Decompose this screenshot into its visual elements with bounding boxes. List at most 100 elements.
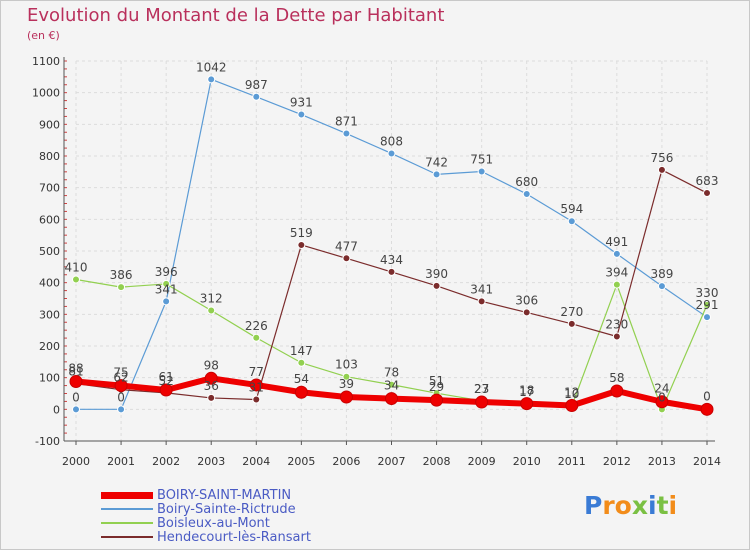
data-point [703,313,711,322]
x-tick-label: 2007 [378,455,406,468]
data-point [252,395,261,404]
y-tick-label: 300 [39,308,60,321]
legend-label: Hendecourt-lès-Ransart [157,529,311,545]
data-label: 103 [335,358,358,372]
y-tick-label: 500 [39,245,60,258]
data-label: 77 [249,365,264,379]
data-point [655,395,669,409]
data-label: 39 [339,377,354,391]
data-label: 230 [605,318,628,332]
data-point [207,306,216,315]
data-point [567,217,576,226]
data-point [72,405,80,414]
data-label: 394 [605,266,628,280]
data-point [432,170,441,179]
logo-letter: o [614,491,632,520]
data-point [252,92,261,101]
data-point [477,297,486,306]
legend-label: Boiry-Sainte-Rictrude [157,501,296,517]
data-label: 58 [609,371,624,385]
data-point [117,283,126,292]
data-label: 477 [335,239,358,253]
data-point [432,281,441,290]
data-point [207,75,216,84]
data-point [703,300,711,309]
x-tick-label: 2013 [648,455,676,468]
legend-swatch [101,508,153,510]
x-tick-label: 2009 [468,455,496,468]
data-label: 0 [658,390,666,404]
data-label: 410 [65,261,88,275]
data-point [477,167,486,176]
data-label: 390 [425,267,448,281]
data-label: 36 [204,379,219,393]
legend-item: Boiry-Sainte-Rictrude [101,501,296,517]
data-label: 680 [515,175,538,189]
data-label: 341 [470,282,493,296]
data-label: 306 [515,293,538,307]
data-label: 0 [117,390,125,404]
data-point [612,332,621,341]
data-label: 62 [113,371,128,385]
data-point [657,282,666,291]
data-label: 61 [159,370,174,384]
data-label: 147 [290,344,313,358]
x-tick-label: 2011 [558,455,586,468]
data-point [69,374,83,388]
data-point [520,397,534,411]
data-label: 0 [72,390,80,404]
logo-letter: P [584,491,603,520]
data-label: 291 [696,298,719,312]
logo-letter: r [602,491,615,520]
chart-unit-label: (en €) [27,29,60,42]
y-tick-label: 800 [39,150,60,163]
data-label: 31 [249,381,264,395]
data-label: 98 [204,358,219,372]
data-label: 226 [245,319,268,333]
data-label: 51 [429,374,444,388]
data-label: 54 [294,372,309,386]
data-point [567,319,576,328]
logo-letter: i [648,491,657,520]
data-point [342,129,351,138]
data-point [162,297,171,306]
data-label: 594 [560,202,583,216]
data-label: 88 [68,361,83,375]
data-point [522,308,531,317]
data-labels: 0 0 341 1042 987 931 871 808 742 751 680 594 491 389 2… [65,60,719,404]
data-point [612,280,621,289]
x-tick-label: 2001 [107,455,135,468]
y-tick-label: 1100 [32,55,60,68]
x-tick-label: 2012 [603,455,631,468]
data-label: 871 [335,115,358,129]
chart-title: Evolution du Montant de la Dette par Hab… [27,5,445,26]
y-tick-label: 700 [39,182,60,195]
data-point [657,165,666,174]
data-label: 29 [429,380,444,394]
x-tick-label: 2003 [197,455,225,468]
data-point [204,371,218,385]
data-point [297,240,306,249]
legend-item: Hendecourt-lès-Ransart [101,529,311,545]
y-tick-label: 1000 [32,87,60,100]
data-point [385,392,398,406]
data-label: 683 [696,174,719,188]
y-tick-label: 100 [39,372,60,385]
y-tick-label: 200 [39,340,60,353]
data-label: 52 [159,374,174,388]
x-tick-label: 2004 [242,455,270,468]
data-point [700,402,714,416]
data-label: 75 [113,366,128,380]
legend-label: BOIRY-SAINT-MARTIN [157,487,292,503]
data-label: 330 [696,286,719,300]
data-label: 34 [384,379,399,393]
x-tick-label: 2014 [693,455,721,468]
y-tick-label: 900 [39,118,60,131]
data-label: 12 [564,386,579,400]
data-point [387,149,396,158]
data-label: 396 [155,265,178,279]
data-point [117,405,126,414]
data-point [252,333,261,342]
data-point [387,267,396,276]
data-point [162,279,171,288]
